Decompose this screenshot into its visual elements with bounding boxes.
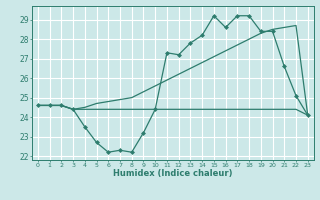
X-axis label: Humidex (Indice chaleur): Humidex (Indice chaleur) xyxy=(113,169,233,178)
